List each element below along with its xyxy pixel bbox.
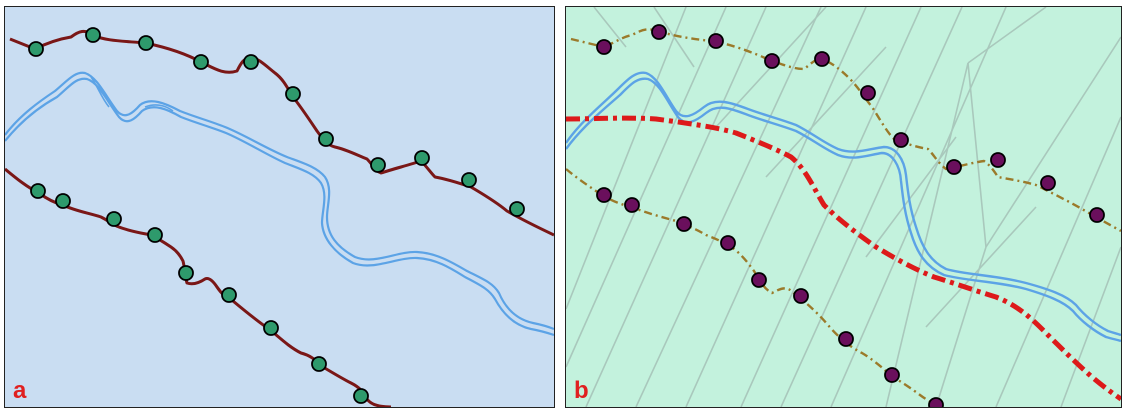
river: [5, 71, 554, 337]
marker-point: [651, 24, 667, 40]
marker-point: [893, 132, 909, 148]
marker-point: [138, 35, 154, 51]
panel-b-label: b: [574, 377, 589, 404]
marker-point: [928, 397, 944, 407]
panel-a-map: [5, 7, 554, 407]
marker-point: [178, 265, 194, 281]
lower-boundary-line: [5, 167, 392, 407]
marker-point: [55, 193, 71, 209]
marker-point: [764, 53, 780, 69]
marker-point: [596, 187, 612, 203]
marker-point: [285, 86, 301, 102]
marker-point: [28, 41, 44, 57]
lower-markers: [596, 187, 944, 407]
marker-point: [370, 157, 386, 173]
marker-point: [751, 272, 767, 288]
marker-point: [814, 51, 830, 67]
marker-point: [85, 27, 101, 43]
marker-point: [1040, 175, 1056, 191]
marker-point: [838, 331, 854, 347]
panel-b-map: [566, 7, 1121, 407]
marker-point: [263, 320, 279, 336]
upper-markers: [596, 24, 1105, 223]
marker-point: [414, 150, 430, 166]
marker-point: [243, 54, 259, 70]
marker-point: [193, 54, 209, 70]
marker-point: [147, 227, 163, 243]
marker-point: [221, 287, 237, 303]
panel-b: b: [565, 6, 1122, 408]
centerline: [566, 115, 1121, 402]
marker-point: [990, 152, 1006, 168]
marker-point: [311, 356, 327, 372]
marker-point: [720, 235, 736, 251]
marker-point: [708, 33, 724, 49]
marker-point: [884, 367, 900, 383]
marker-point: [106, 211, 122, 227]
marker-point: [860, 85, 876, 101]
upper-boundary-line: [9, 29, 554, 237]
marker-point: [318, 131, 334, 147]
marker-point: [596, 39, 612, 55]
marker-point: [509, 201, 525, 217]
river: [566, 71, 1121, 343]
panel-a-background: [5, 7, 554, 407]
marker-point: [30, 183, 46, 199]
marker-point: [793, 288, 809, 304]
marker-point: [353, 388, 369, 404]
marker-point: [461, 172, 477, 188]
panel-a-label: a: [13, 377, 27, 404]
upper-markers: [28, 27, 525, 217]
marker-point: [624, 197, 640, 213]
marker-point: [1089, 207, 1105, 223]
panel-a: a: [4, 6, 555, 408]
marker-point: [946, 159, 962, 175]
marker-point: [676, 216, 692, 232]
panel-b-background: [566, 7, 1121, 407]
upper-dashed-line: [570, 28, 1121, 233]
lower-markers: [30, 183, 369, 404]
